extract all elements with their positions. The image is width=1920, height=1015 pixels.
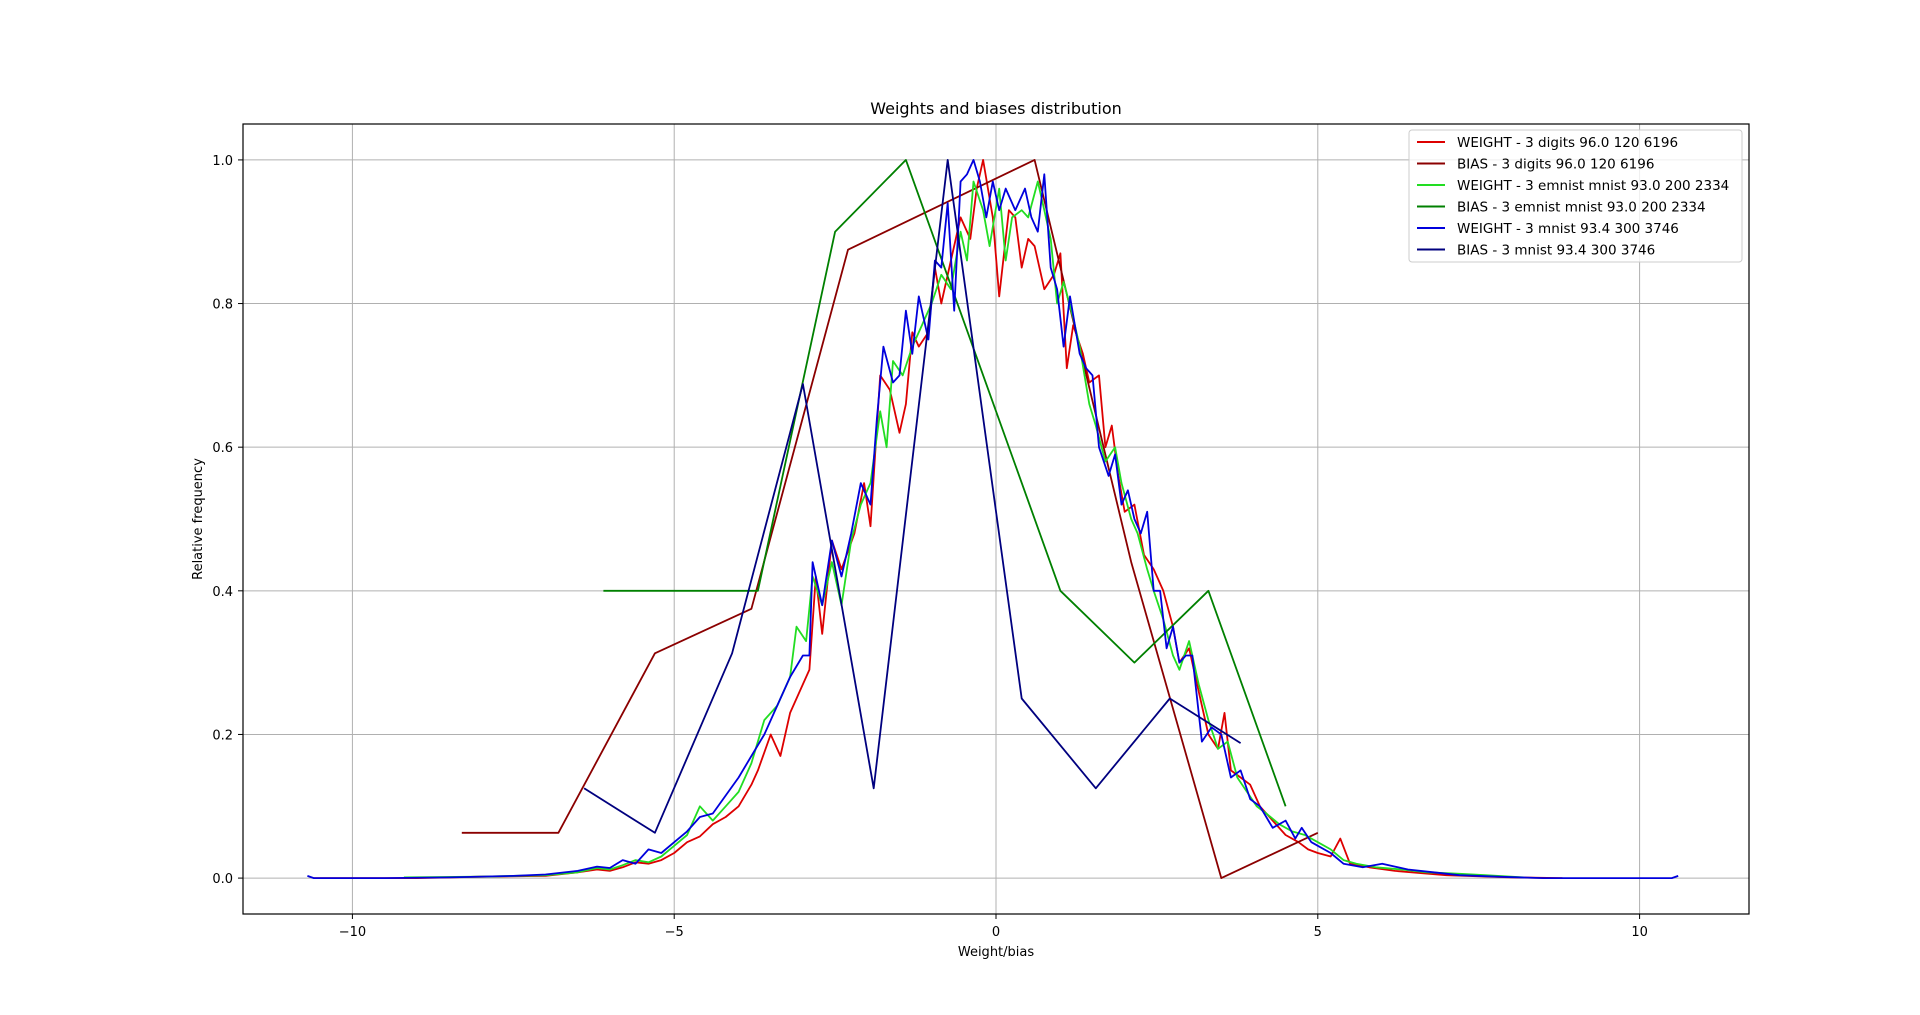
- y-tick-label: 0.0: [212, 872, 233, 887]
- x-tick-label: 10: [1631, 925, 1648, 940]
- series-line-6: [583, 158, 1242, 834]
- x-tick-label: −5: [665, 925, 684, 940]
- series-line-1: [313, 158, 1563, 879]
- y-tick-label: 0.4: [212, 585, 233, 600]
- legend-label: BIAS - 3 digits 96.0 120 6196: [1457, 157, 1654, 173]
- series-line-5: [307, 158, 1679, 879]
- legend: WEIGHT - 3 digits 96.0 120 6196 BIAS - 3 …: [1408, 129, 1743, 263]
- series-lines: [307, 158, 1679, 879]
- y-tick-label: 0.6: [212, 441, 233, 456]
- legend-entry: WEIGHT - 3 mnist 93.4 300 3746: [1417, 221, 1679, 237]
- chart-title: Weights and biases distribution: [870, 99, 1122, 118]
- x-tick-label: 5: [1314, 925, 1322, 940]
- x-tick-label: −10: [339, 925, 366, 940]
- series-line-4: [603, 158, 1287, 807]
- legend-entry: WEIGHT - 3 emnist mnist 93.0 200 2334: [1417, 178, 1729, 194]
- legend-entry: BIAS - 3 digits 96.0 120 6196: [1417, 157, 1654, 173]
- legend-label: WEIGHT - 3 emnist mnist 93.0 200 2334: [1457, 178, 1729, 194]
- y-tick-label: 1.0: [212, 154, 233, 169]
- legend-label: BIAS - 3 mnist 93.4 300 3746: [1457, 243, 1655, 259]
- series-line-2: [461, 158, 1319, 879]
- legend-entry: BIAS - 3 mnist 93.4 300 3746: [1417, 243, 1655, 259]
- axis-ticks: −10 −5 0 5 10 0.0 0.2 0.4 0.6 0.8 1.0: [212, 154, 1648, 940]
- legend-label: BIAS - 3 emnist mnist 93.0 200 2334: [1457, 200, 1706, 216]
- y-axis-label: Relative frequency: [191, 458, 206, 580]
- legend-entry: BIAS - 3 emnist mnist 93.0 200 2334: [1417, 200, 1706, 216]
- x-axis-label: Weight/bias: [958, 945, 1035, 960]
- legend-box: [1408, 129, 1743, 263]
- y-tick-label: 0.2: [212, 728, 233, 743]
- y-tick-label: 0.8: [212, 298, 233, 313]
- legend-entry: WEIGHT - 3 digits 96.0 120 6196: [1417, 135, 1678, 151]
- legend-label: WEIGHT - 3 digits 96.0 120 6196: [1457, 135, 1678, 151]
- legend-label: WEIGHT - 3 mnist 93.4 300 3746: [1457, 221, 1679, 237]
- x-tick-label: 0: [992, 925, 1000, 940]
